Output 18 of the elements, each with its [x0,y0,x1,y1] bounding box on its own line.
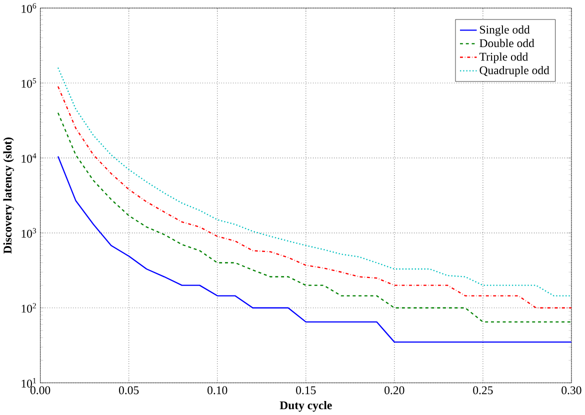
y-tick-label: 10$^{2}$ [22,303,36,313]
x-tick-label: 0.10 [208,386,228,394]
x-tick-label: 0.20 [384,386,404,394]
legend-label: Double odd [480,38,534,48]
y-axis-title: Discovery latency (slot) [3,138,14,254]
legend-label: Single odd [480,25,530,36]
x-tick-label: 0.15 [296,386,316,394]
y-tick-label: 10$^{6}$ [22,3,36,13]
y-tick-label: 10$^{3}$ [22,228,36,238]
legend-label: Triple odd [479,52,528,64]
y-tick-label: 10$^{5}$ [22,78,36,88]
y-tick-label: 10$^{4}$ [22,153,36,163]
x-tick-label: 0.00 [30,386,50,394]
legend-label: Quadruple odd [480,66,550,77]
x-tick-label: 0.25 [473,386,493,394]
x-axis-title: Duty cycle [280,401,332,412]
x-tick-label: 0.05 [118,386,139,394]
x-tick-label: 0.30 [562,386,582,394]
